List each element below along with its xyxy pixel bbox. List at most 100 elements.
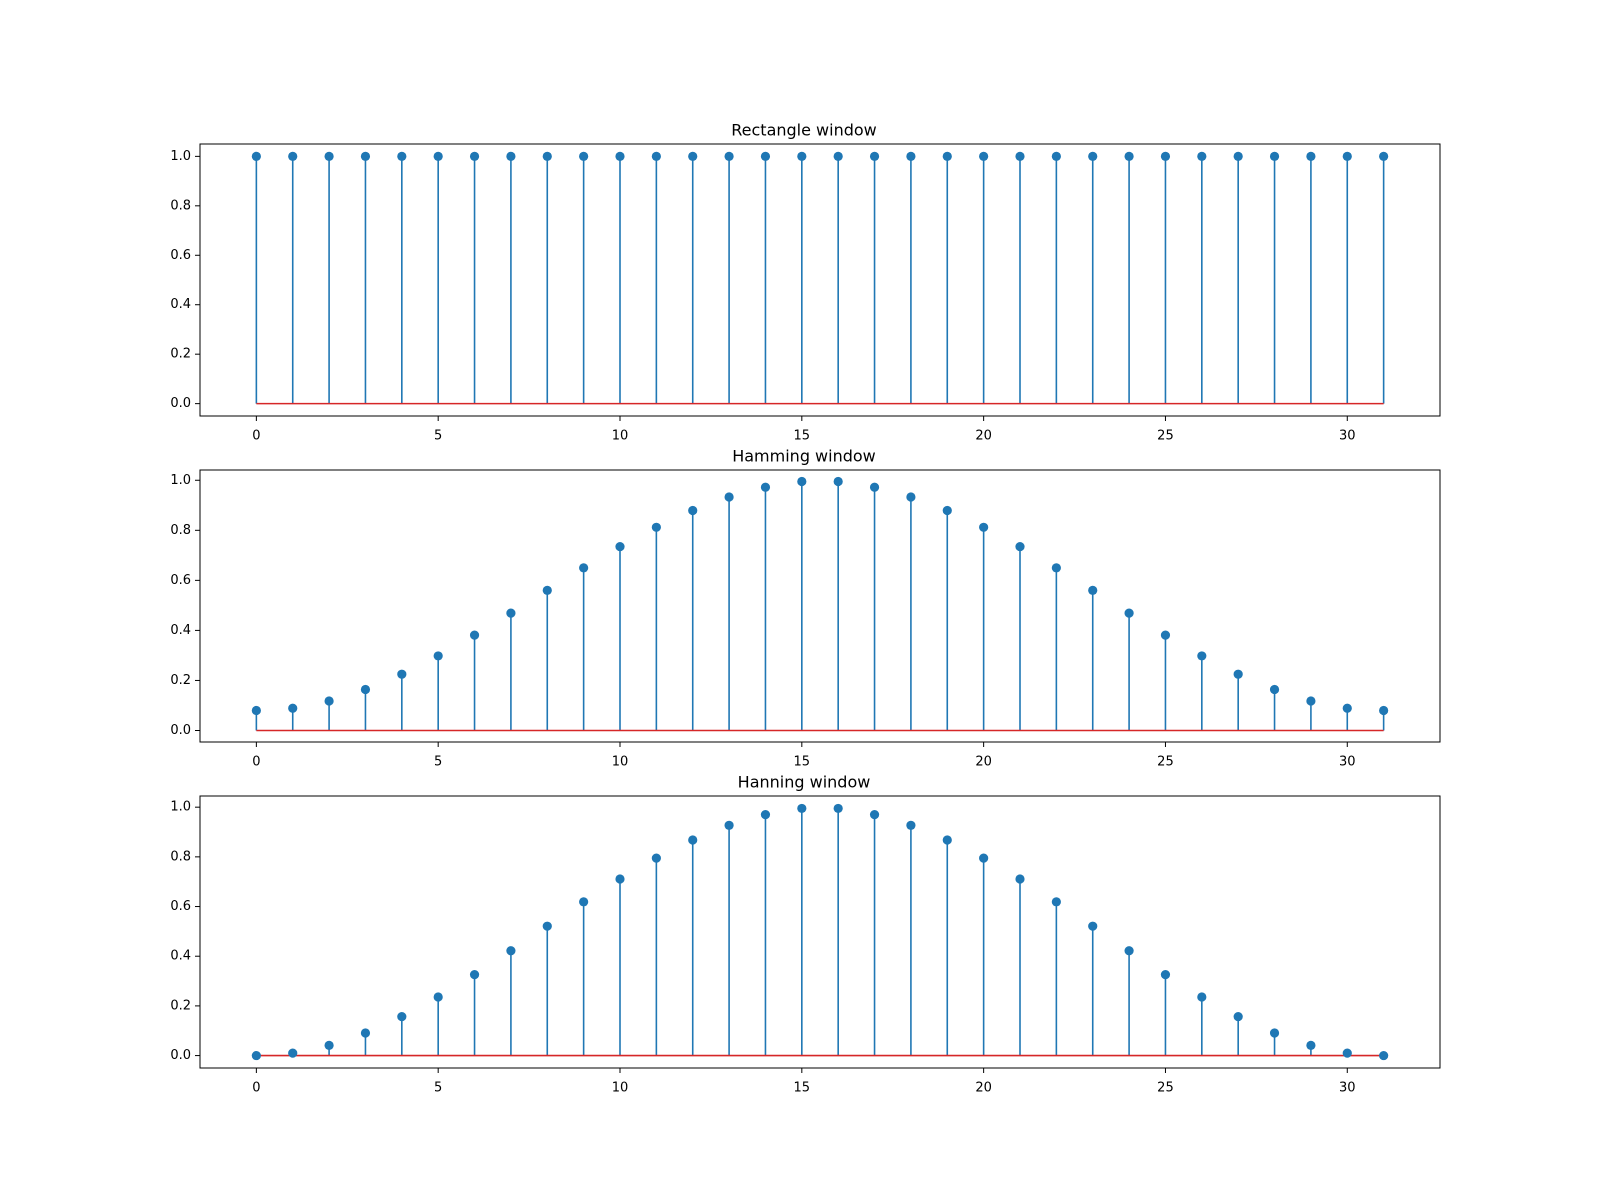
hamming-window-xtick-label-4: 20 <box>975 755 992 770</box>
hamming-window-point-11 <box>651 522 661 532</box>
rectangle-window-panel: Rectangle window 0 5 10 15 20 25 30 0.0 0.2 0.4 0.… <box>170 121 1441 444</box>
hamming-window-ytick-label-2: 0.4 <box>170 623 191 638</box>
hanning-window-panel: Hanning window 0 5 10 15 20 25 300.00.20.40.60… <box>170 773 1441 1096</box>
rectangle-window-point-3 <box>360 151 371 161</box>
hamming-window-ytick-label-5: 1.0 <box>170 473 191 488</box>
hanning-window-point-17 <box>869 810 880 820</box>
hamming-window-point-8 <box>542 585 552 595</box>
hanning-window-point-12 <box>688 835 698 845</box>
hamming-window-point-6 <box>469 630 480 640</box>
hamming-window-title: Hamming window <box>732 447 876 466</box>
hanning-window-xtick-label-1: 5 <box>434 1081 442 1096</box>
hamming-window-ytick-label-1: 0.2 <box>170 673 191 688</box>
rectangle-window-xtick-label-4: 20 <box>975 429 992 444</box>
hamming-window-xtick-label-2: 10 <box>612 755 629 770</box>
hamming-window-point-1 <box>288 703 298 713</box>
hanning-window-xtick-label-5: 25 <box>1157 1081 1174 1096</box>
hanning-window-point-25 <box>1160 970 1171 980</box>
hamming-window-point-26 <box>1197 651 1207 661</box>
hamming-window-point-10 <box>615 541 625 552</box>
hamming-window-xtick-label-6: 30 <box>1339 755 1356 770</box>
hamming-window-point-19 <box>942 505 952 516</box>
hamming-window-point-17 <box>869 482 880 492</box>
hanning-window-xtick-label-4: 20 <box>975 1081 992 1096</box>
rectangle-window-ytick-label-2: 0.4 <box>170 297 191 312</box>
hanning-window-point-2 <box>324 1040 334 1050</box>
hanning-window-xtick-label-2: 10 <box>612 1081 629 1096</box>
rectangle-window-point-21 <box>1015 151 1025 161</box>
rectangle-window-point-5 <box>433 151 443 161</box>
hanning-window-point-15 <box>797 803 807 814</box>
hanning-window-point-3 <box>360 1028 371 1038</box>
hamming-window-ytick-label-0: 0.0 <box>170 723 191 738</box>
hamming-window-point-21 <box>1015 541 1025 552</box>
rectangle-window-point-9 <box>579 151 589 161</box>
rectangle-window-point-13 <box>724 151 734 161</box>
rectangle-window-point-0 <box>251 151 261 161</box>
rectangle-window-point-30 <box>1342 151 1352 161</box>
hamming-window-point-14 <box>760 482 771 492</box>
hanning-window-point-16 <box>833 803 843 814</box>
hanning-window-point-27 <box>1233 1011 1243 1022</box>
hamming-window-point-24 <box>1124 608 1134 618</box>
hanning-window-ytick-label-1: 0.2 <box>170 998 191 1013</box>
rectangle-window-point-22 <box>1051 151 1061 161</box>
rectangle-window-marks <box>251 151 1389 405</box>
rectangle-window-point-23 <box>1088 151 1098 161</box>
rectangle-window-point-25 <box>1160 151 1171 161</box>
hanning-window-ytick-label-2: 0.4 <box>170 949 191 964</box>
rectangle-window-point-24 <box>1124 151 1134 161</box>
hanning-window-xtick-label-0: 0 <box>252 1081 260 1096</box>
hamming-window-ytick-label-3: 0.6 <box>170 573 191 588</box>
hamming-window-point-25 <box>1160 630 1171 640</box>
rectangle-window-ytick-label-3: 0.6 <box>170 248 191 263</box>
hanning-window-point-18 <box>906 820 916 830</box>
hamming-window-point-23 <box>1088 585 1098 595</box>
hanning-window-point-1 <box>288 1048 298 1058</box>
hamming-window-point-31 <box>1379 705 1389 716</box>
rectangle-window-xtick-label-1: 5 <box>434 429 442 444</box>
hanning-window-point-26 <box>1197 992 1207 1002</box>
rectangle-window-point-1 <box>288 151 298 161</box>
rectangle-window-point-31 <box>1379 151 1389 161</box>
hamming-window-point-2 <box>324 696 334 706</box>
hanning-window-ticks: 0 5 10 15 20 25 30 0.0 0.2 0.4 0.6 0.8 1.0 <box>170 800 1355 1096</box>
hamming-window-xtick-label-5: 25 <box>1157 755 1174 770</box>
hamming-window-ticks: 0 5 10 15 20 25 30 0.0 0.2 0.4 0.6 0.8 1.0 <box>170 473 1355 770</box>
hamming-window-marks <box>251 476 1389 732</box>
hanning-window-point-14 <box>760 810 771 820</box>
rectangle-window-point-19 <box>942 151 952 161</box>
hamming-window-point-5 <box>433 651 443 661</box>
hanning-window-ytick-label-3: 0.6 <box>170 899 191 914</box>
hamming-window-point-4 <box>397 669 407 679</box>
rectangle-window-point-8 <box>542 151 552 161</box>
hamming-window-point-9 <box>579 563 589 573</box>
hamming-window-point-16 <box>833 476 843 487</box>
rectangle-window-title: Rectangle window <box>731 121 877 140</box>
hamming-window-xtick-label-1: 5 <box>434 755 442 770</box>
hamming-window-xtick-label-3: 15 <box>794 755 811 770</box>
hanning-window-title: Hanning window <box>738 773 871 792</box>
rectangle-window-point-6 <box>469 151 480 161</box>
hamming-window-point-18 <box>906 492 916 502</box>
hamming-window-point-27 <box>1233 669 1243 679</box>
hanning-window-point-8 <box>542 921 552 931</box>
hanning-window-point-10 <box>615 874 625 884</box>
rectangle-window-point-2 <box>324 151 334 161</box>
hamming-window-xtick-label-0: 0 <box>252 755 260 770</box>
rectangle-window-ytick-label-1: 0.2 <box>170 347 191 362</box>
hanning-window-point-21 <box>1015 874 1025 884</box>
hamming-window-point-0 <box>251 705 261 716</box>
hanning-window-frame <box>199 795 1441 1069</box>
hanning-window-point-5 <box>433 992 443 1002</box>
rectangle-window-point-7 <box>506 151 516 161</box>
rectangle-window-xtick-label-0: 0 <box>252 429 260 444</box>
rectangle-window-frame <box>199 143 1441 417</box>
hanning-window-point-6 <box>469 970 480 980</box>
rectangle-window-xtick-label-3: 15 <box>794 429 811 444</box>
hanning-window-ytick-label-5: 1.0 <box>170 800 191 815</box>
hanning-window-point-13 <box>724 820 734 830</box>
hamming-window-point-30 <box>1342 703 1352 713</box>
hamming-window-point-7 <box>506 608 516 618</box>
